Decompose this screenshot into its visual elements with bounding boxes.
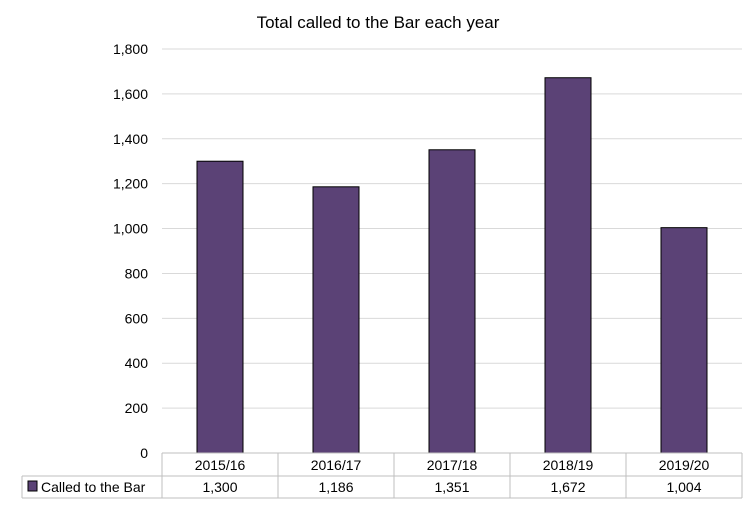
legend-label: Called to the Bar — [41, 479, 146, 495]
bar — [196, 160, 244, 454]
data-label: 1,004 — [666, 479, 701, 495]
y-tick-label: 0 — [140, 445, 148, 461]
y-tick-label: 1,000 — [113, 221, 148, 237]
data-label: 1,351 — [434, 479, 469, 495]
y-tick-label: 1,200 — [113, 176, 148, 192]
data-label: 1,300 — [202, 479, 237, 495]
x-tick-label: 2017/18 — [427, 457, 478, 473]
x-tick-label: 2018/19 — [543, 457, 594, 473]
y-tick-label: 600 — [125, 310, 149, 326]
data-table: 2015/16 2016/17 2017/18 2018/19 2019/20 Calle… — [21, 452, 743, 499]
data-label: 1,186 — [318, 479, 353, 495]
data-label: 1,672 — [550, 479, 585, 495]
legend-swatch — [27, 480, 38, 492]
x-tick-label: 2015/16 — [195, 457, 246, 473]
bar — [544, 77, 592, 454]
y-tick-label: 400 — [125, 355, 149, 371]
bar — [428, 149, 476, 454]
y-tick-label: 200 — [125, 400, 149, 416]
y-axis-ticks: 0 200 400 600 800 1,000 1,200 1,400 1,600 1,800 — [113, 41, 148, 461]
chart-title: Total called to the Bar each year — [257, 13, 500, 32]
y-tick-label: 1,800 — [113, 41, 148, 57]
x-tick-label: 2016/17 — [311, 457, 362, 473]
bar — [660, 227, 708, 454]
y-tick-label: 800 — [125, 265, 149, 281]
bars — [196, 77, 708, 454]
bar — [312, 186, 360, 454]
y-tick-label: 1,400 — [113, 131, 148, 147]
y-tick-label: 1,600 — [113, 86, 148, 102]
x-tick-label: 2019/20 — [659, 457, 710, 473]
